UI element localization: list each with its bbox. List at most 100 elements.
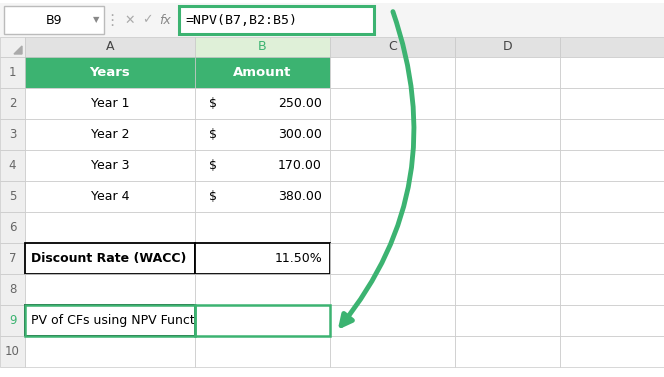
FancyBboxPatch shape xyxy=(179,6,374,34)
FancyBboxPatch shape xyxy=(4,6,104,34)
Bar xyxy=(195,212,330,243)
Text: 11.50%: 11.50% xyxy=(274,252,322,265)
Text: Discount Rate (WACC): Discount Rate (WACC) xyxy=(31,252,187,265)
Polygon shape xyxy=(14,46,22,54)
Bar xyxy=(25,150,195,181)
Bar xyxy=(330,119,455,150)
Bar xyxy=(0,243,25,274)
Bar xyxy=(560,88,664,119)
Bar xyxy=(195,274,330,305)
Text: ✓: ✓ xyxy=(141,14,152,26)
Bar xyxy=(560,150,664,181)
Bar xyxy=(0,212,25,243)
Text: $: $ xyxy=(209,159,217,172)
Text: Year 4: Year 4 xyxy=(91,190,129,203)
Bar xyxy=(560,119,664,150)
Bar xyxy=(25,57,195,88)
Bar xyxy=(560,243,664,274)
Bar xyxy=(195,336,330,367)
Bar xyxy=(25,305,195,336)
Text: C: C xyxy=(388,40,397,54)
Text: Amount: Amount xyxy=(233,66,291,79)
Bar xyxy=(25,305,195,336)
Bar xyxy=(0,150,25,181)
Bar xyxy=(330,57,455,88)
Text: 3: 3 xyxy=(9,128,16,141)
Bar xyxy=(330,243,455,274)
Bar xyxy=(560,37,664,57)
Bar xyxy=(195,305,330,336)
Text: fx: fx xyxy=(159,14,171,26)
Bar xyxy=(330,336,455,367)
Bar xyxy=(0,336,25,367)
Bar xyxy=(560,212,664,243)
Bar xyxy=(25,212,195,243)
Bar xyxy=(0,274,25,305)
Bar xyxy=(560,336,664,367)
Bar xyxy=(0,305,25,336)
Text: 10: 10 xyxy=(5,345,20,358)
Bar xyxy=(455,212,560,243)
Bar xyxy=(330,37,455,57)
Bar xyxy=(455,274,560,305)
Text: 6: 6 xyxy=(9,221,16,234)
Bar xyxy=(25,274,195,305)
Bar xyxy=(455,181,560,212)
Bar xyxy=(0,57,25,88)
Text: Year 2: Year 2 xyxy=(91,128,129,141)
Bar xyxy=(195,181,330,212)
Text: 300.00: 300.00 xyxy=(278,128,322,141)
Bar xyxy=(0,3,664,39)
Bar xyxy=(25,119,195,150)
Bar xyxy=(0,181,25,212)
Text: A: A xyxy=(106,40,114,54)
Text: ✕: ✕ xyxy=(125,14,135,26)
Bar xyxy=(455,88,560,119)
Bar xyxy=(25,181,195,212)
Bar xyxy=(0,88,25,119)
Bar xyxy=(0,37,25,57)
Text: B9: B9 xyxy=(46,14,62,26)
Text: 7: 7 xyxy=(9,252,16,265)
Bar xyxy=(455,37,560,57)
Text: ⋮: ⋮ xyxy=(104,12,120,28)
Text: $: $ xyxy=(209,190,217,203)
Bar xyxy=(25,243,195,274)
Bar xyxy=(195,150,330,181)
Text: 8: 8 xyxy=(9,283,16,296)
Bar xyxy=(25,88,195,119)
Bar xyxy=(25,37,195,57)
Text: 250.00: 250.00 xyxy=(278,97,322,110)
Text: B: B xyxy=(258,40,267,54)
Text: 4: 4 xyxy=(9,159,16,172)
Text: =NPV(B7,B2:B5): =NPV(B7,B2:B5) xyxy=(185,14,297,26)
Bar xyxy=(330,212,455,243)
Bar xyxy=(195,57,330,88)
Bar xyxy=(455,336,560,367)
Text: 1: 1 xyxy=(9,66,16,79)
Text: 5: 5 xyxy=(9,190,16,203)
Bar xyxy=(330,305,455,336)
Bar xyxy=(330,274,455,305)
Bar xyxy=(455,57,560,88)
Text: ▼: ▼ xyxy=(93,15,99,25)
Bar xyxy=(195,243,330,274)
FancyArrowPatch shape xyxy=(341,12,414,326)
Text: Years: Years xyxy=(90,66,130,79)
Text: 9: 9 xyxy=(9,314,16,327)
Bar xyxy=(560,274,664,305)
Bar xyxy=(455,243,560,274)
Bar xyxy=(560,305,664,336)
Text: 2: 2 xyxy=(9,97,16,110)
Bar xyxy=(455,119,560,150)
Bar xyxy=(195,119,330,150)
Bar xyxy=(455,305,560,336)
Bar xyxy=(195,37,330,57)
Text: $834.02: $834.02 xyxy=(270,314,322,327)
Text: PV of CFs using NPV Function: PV of CFs using NPV Function xyxy=(31,314,214,327)
Bar xyxy=(330,150,455,181)
Text: 380.00: 380.00 xyxy=(278,190,322,203)
Text: D: D xyxy=(503,40,513,54)
Text: 170.00: 170.00 xyxy=(278,159,322,172)
Text: Year 1: Year 1 xyxy=(91,97,129,110)
